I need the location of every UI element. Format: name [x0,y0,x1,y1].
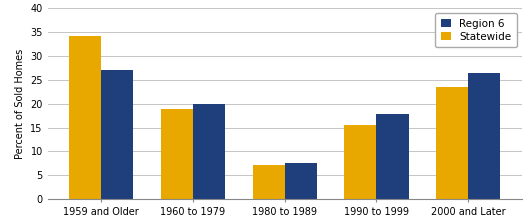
Bar [252,165,285,199]
Bar [377,114,409,199]
Bar [345,125,377,199]
Bar [69,36,102,199]
Bar [285,163,317,199]
Y-axis label: Percent of Sold Homes: Percent of Sold Homes [15,49,25,159]
Legend: Region 6, Statewide: Region 6, Statewide [436,13,517,47]
Bar [102,70,134,199]
Bar [436,87,468,199]
Bar [468,73,500,199]
Bar [161,109,193,199]
Bar [193,104,225,199]
